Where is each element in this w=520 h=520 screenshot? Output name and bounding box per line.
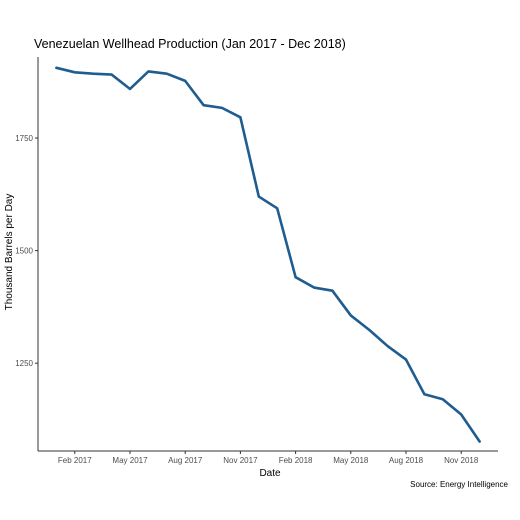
x-tick-label: Feb 2017 bbox=[58, 456, 92, 465]
chart-caption: Source: Energy Intelligence bbox=[410, 480, 508, 489]
x-axis-title: Date bbox=[259, 468, 281, 479]
x-tick-label: Aug 2017 bbox=[168, 456, 203, 465]
x-tick-label: Nov 2018 bbox=[444, 456, 479, 465]
y-tick-label: 1500 bbox=[15, 247, 33, 256]
x-tick-label: May 2017 bbox=[112, 456, 148, 465]
plot-area: 1250 1500 1750 Feb 2017 May 2017 Aug 2017 Nov … bbox=[15, 57, 498, 465]
chart-title: Venezuelan Wellhead Production (Jan 2017… bbox=[34, 37, 346, 51]
y-axis-title: Thousand Barrels per Day bbox=[4, 194, 15, 311]
x-tick-label: Feb 2018 bbox=[279, 456, 313, 465]
x-tick-label: Nov 2017 bbox=[223, 456, 258, 465]
x-tick-label: May 2018 bbox=[333, 456, 369, 465]
y-tick-label: 1250 bbox=[15, 359, 33, 368]
series-line-1 bbox=[55, 66, 481, 443]
x-tick-label: Aug 2018 bbox=[389, 456, 424, 465]
y-tick-label: 1750 bbox=[15, 134, 33, 143]
